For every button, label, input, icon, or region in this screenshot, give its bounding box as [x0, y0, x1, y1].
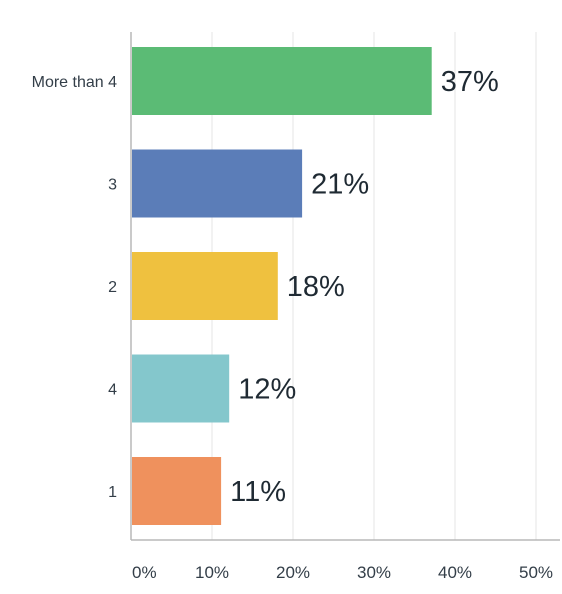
bar-data-label: 18%	[287, 271, 345, 303]
bar	[132, 252, 278, 320]
bar-data-label: 12%	[238, 374, 296, 406]
bar	[132, 149, 303, 218]
x-tick-label: 20%	[276, 563, 310, 582]
bar	[132, 457, 222, 525]
bar	[132, 354, 230, 423]
category-label: 2	[108, 279, 117, 296]
category-label: 1	[108, 484, 117, 501]
x-tick-labels: 0% 10% 20% 30% 40% 50%	[132, 563, 553, 582]
category-labels: More than 4 3 2 4 1	[32, 74, 117, 501]
x-tick-label: 40%	[438, 563, 472, 582]
category-label: 3	[108, 177, 117, 194]
x-tick-label: 50%	[519, 563, 553, 582]
x-tick-label: 0%	[132, 563, 157, 582]
bar-data-label: 11%	[230, 476, 286, 508]
bar-data-label: 21%	[311, 169, 369, 201]
x-tick-label: 30%	[357, 563, 391, 582]
bar-data-label: 37%	[441, 66, 499, 98]
bar	[132, 47, 432, 115]
category-label: 4	[108, 382, 117, 399]
gridlines	[211, 32, 537, 540]
data-labels: 37% 21% 18% 12% 11%	[230, 66, 499, 508]
bars	[132, 47, 432, 525]
category-label: More than 4	[32, 74, 117, 91]
x-tick-label: 10%	[195, 563, 229, 582]
